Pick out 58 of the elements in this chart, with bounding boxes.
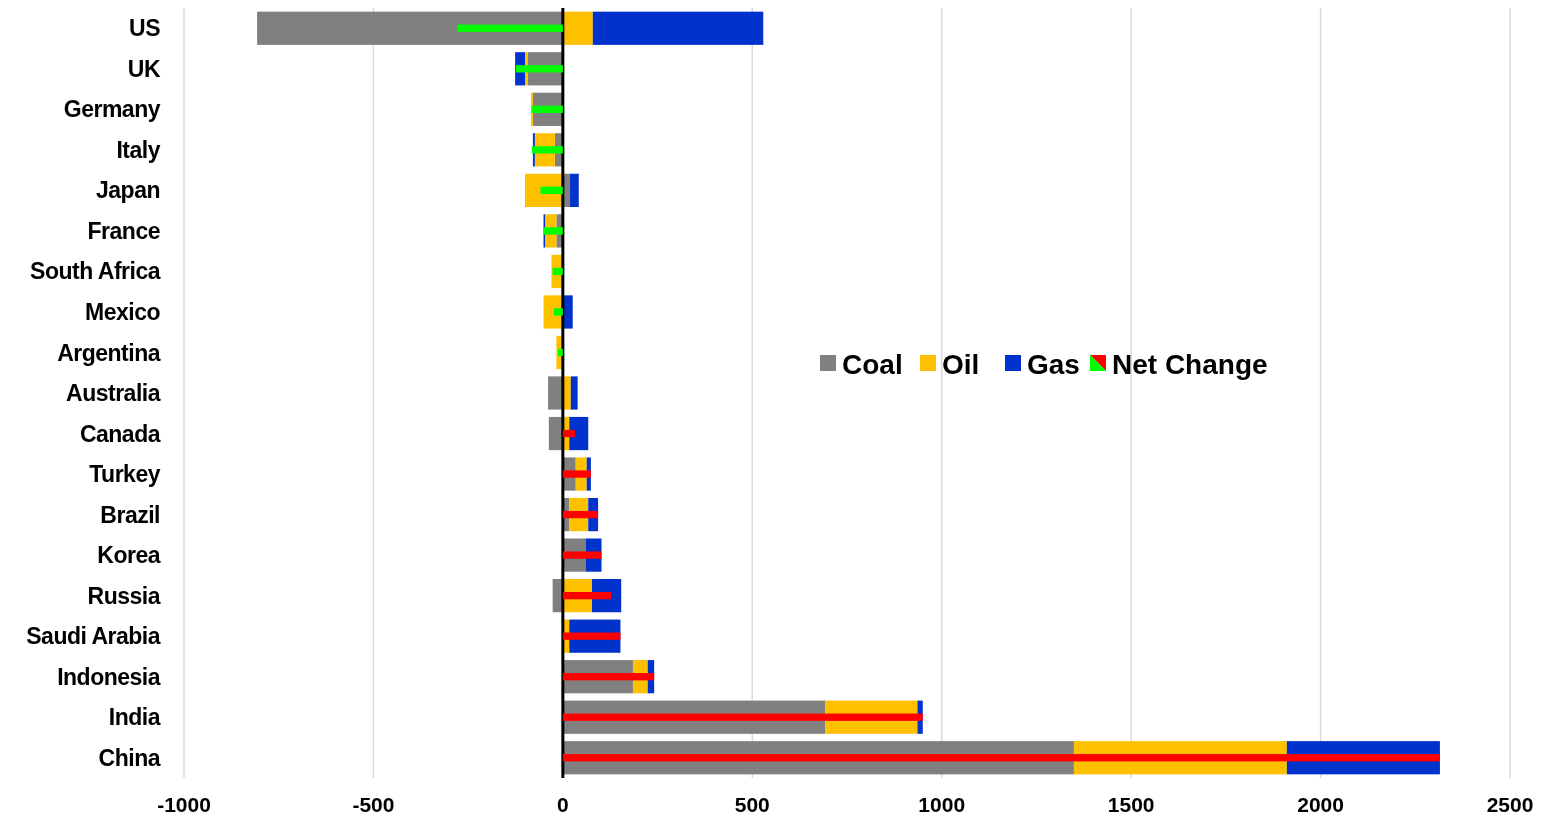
bar	[570, 173, 579, 207]
y-tick-label: India	[108, 704, 161, 731]
y-tick-label: US	[129, 15, 161, 42]
bar	[562, 551, 602, 559]
x-tick-label: 2000	[1297, 793, 1344, 816]
bar	[562, 673, 655, 681]
x-tick-label: 2500	[1486, 793, 1534, 816]
bar	[562, 591, 611, 600]
x-tick-label: 1000	[918, 793, 966, 816]
x-tick-label: 0	[557, 793, 569, 816]
bar	[562, 295, 573, 329]
y-tick-label: France	[87, 217, 160, 244]
y-tick-label: Korea	[97, 542, 161, 569]
bar	[592, 11, 764, 45]
y-tick-label: Italy	[116, 136, 161, 163]
y-tick-label: Mexico	[85, 299, 161, 325]
y-tick-label: Russia	[87, 582, 161, 609]
x-tick-label: 500	[734, 793, 770, 816]
bar	[257, 11, 563, 45]
bar	[562, 754, 1440, 762]
bar	[553, 308, 563, 316]
bar	[562, 713, 923, 721]
y-tick-label: UK	[127, 55, 161, 82]
bar	[515, 65, 563, 73]
bar	[562, 11, 593, 45]
legend-label: Oil	[942, 348, 980, 380]
bar	[552, 267, 563, 276]
y-tick-label: Australia	[66, 380, 161, 407]
y-tick-label: Turkey	[89, 461, 161, 488]
bar	[531, 146, 563, 154]
bar	[557, 348, 563, 357]
x-tick-label: -500	[352, 793, 395, 816]
bar	[531, 105, 563, 113]
y-tick-label: Japan	[96, 177, 160, 204]
bar	[457, 24, 563, 32]
bar	[540, 186, 563, 195]
y-tick-label: Canada	[79, 420, 161, 447]
y-tick-label: Germany	[63, 96, 161, 123]
y-tick-label: Argentina	[57, 339, 161, 366]
y-tick-label: South Africa	[30, 258, 161, 285]
y-tick-label: China	[98, 744, 161, 771]
bar	[562, 376, 571, 410]
bar	[562, 632, 621, 640]
x-tick-label: -1000	[157, 793, 211, 816]
bar	[548, 376, 563, 410]
bar	[570, 376, 578, 410]
y-tick-label: Brazil	[100, 501, 160, 528]
bar	[543, 227, 563, 235]
y-tick-label: Saudi Arabia	[26, 623, 161, 650]
legend-label: Net Change	[1112, 348, 1268, 380]
bar	[562, 429, 575, 438]
x-tick-label: 1500	[1107, 793, 1155, 816]
legend-label: Gas	[1027, 348, 1080, 380]
legend-label: Coal	[842, 348, 903, 380]
y-tick-label: Indonesia	[57, 663, 161, 690]
bar	[569, 416, 589, 451]
bar	[562, 470, 591, 478]
bar	[562, 510, 599, 519]
